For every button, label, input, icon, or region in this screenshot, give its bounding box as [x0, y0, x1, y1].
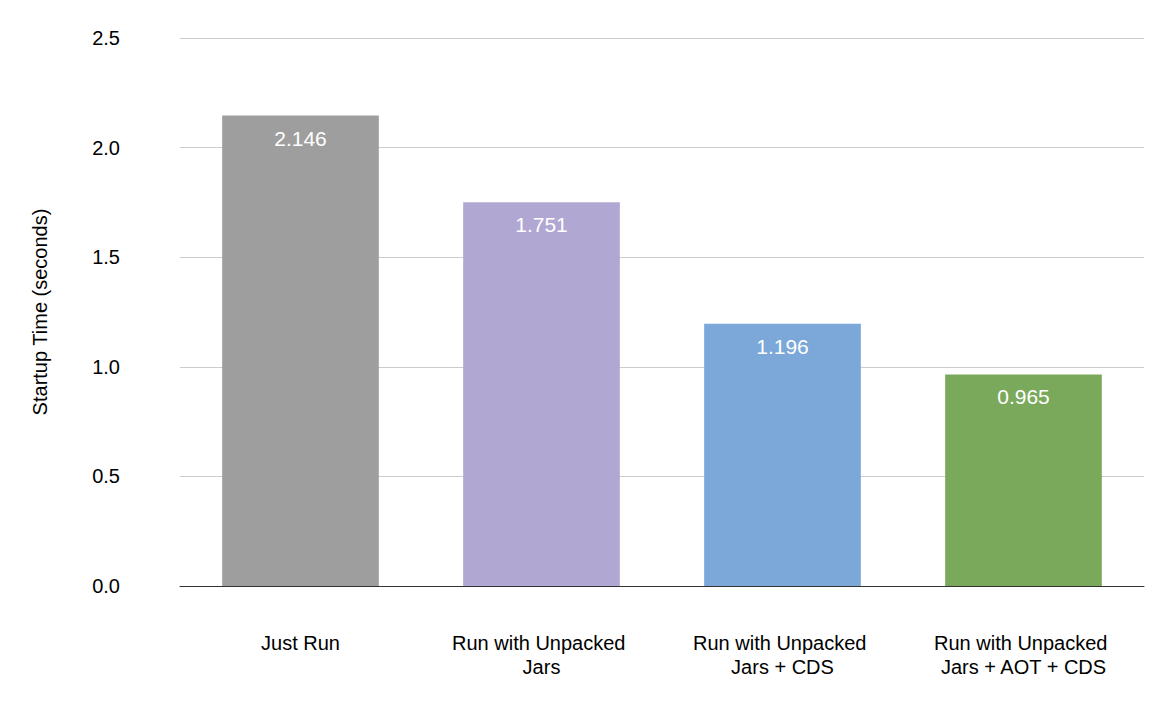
svg-text:2.146: 2.146 [274, 127, 327, 150]
svg-text:1.0: 1.0 [92, 356, 120, 378]
svg-text:Jars + CDS: Jars + CDS [731, 656, 834, 678]
svg-text:2.5: 2.5 [92, 27, 120, 49]
svg-text:Startup Time (seconds): Startup Time (seconds) [29, 209, 51, 416]
svg-text:0.0: 0.0 [92, 575, 120, 597]
svg-text:Jars + AOT + CDS: Jars + AOT + CDS [941, 656, 1106, 678]
svg-text:Jars: Jars [523, 656, 561, 678]
svg-text:1.5: 1.5 [92, 246, 120, 268]
svg-text:Run with Unpacked: Run with Unpacked [452, 632, 631, 654]
svg-text:Run with Unpacked: Run with Unpacked [693, 632, 872, 654]
svg-text:0.5: 0.5 [92, 465, 120, 487]
svg-text:1.751: 1.751 [515, 213, 568, 236]
svg-text:2.0: 2.0 [92, 137, 120, 159]
svg-text:Run with Unpacked: Run with Unpacked [934, 632, 1113, 654]
svg-text:1.196: 1.196 [756, 335, 809, 358]
svg-text:0.965: 0.965 [997, 385, 1050, 408]
svg-text:Just Run: Just Run [261, 632, 340, 654]
